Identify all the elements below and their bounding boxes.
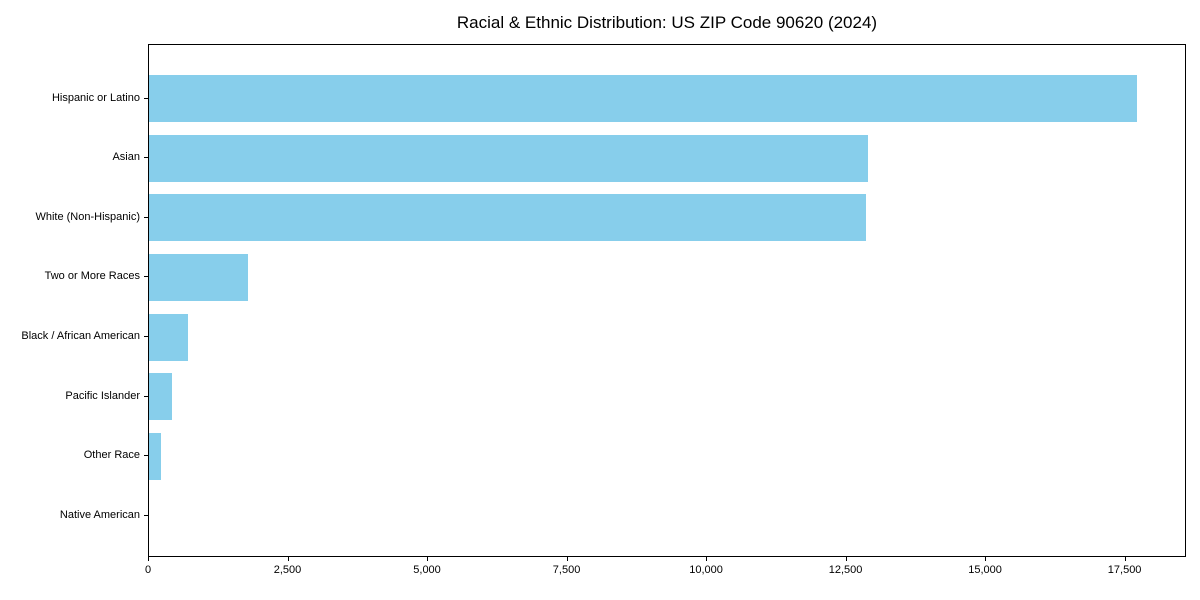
x-tick-label: 5,000 xyxy=(413,564,441,576)
y-tick-label: Black / African American xyxy=(21,330,140,343)
x-tick-label: 12,500 xyxy=(828,564,863,576)
x-tick-mark xyxy=(287,557,289,561)
y-tick-label: Two or More Races xyxy=(44,270,140,283)
x-tick-label: 10,000 xyxy=(689,564,723,576)
bar xyxy=(149,134,869,182)
chart-title: Racial & Ethnic Distribution: US ZIP Cod… xyxy=(456,13,878,32)
x-tick-mark xyxy=(566,557,568,561)
y-tick-mark xyxy=(144,276,148,278)
y-tick-mark xyxy=(144,395,148,397)
y-tick-label: Native American xyxy=(59,508,140,521)
y-tick-mark xyxy=(144,336,148,338)
x-tick-label: 15,000 xyxy=(968,564,1002,576)
x-tick-mark xyxy=(148,557,149,561)
x-tick-mark xyxy=(845,557,847,561)
y-tick-label: White (Non-Hispanic) xyxy=(35,210,140,223)
bar xyxy=(149,253,249,301)
y-tick-mark xyxy=(144,157,148,159)
x-tick-mark xyxy=(427,557,429,561)
y-tick-label: Asian xyxy=(112,151,140,164)
y-tick-label: Pacific Islander xyxy=(65,389,140,402)
y-tick-mark xyxy=(144,455,148,457)
bar xyxy=(149,313,189,361)
y-tick-mark xyxy=(144,216,148,218)
y-tick-mark xyxy=(144,514,148,516)
y-tick-label: Hispanic or Latino xyxy=(51,91,140,104)
x-tick-label: 7,500 xyxy=(552,564,581,576)
y-tick-mark xyxy=(144,97,148,99)
bar xyxy=(149,373,172,421)
x-tick-label: 0 xyxy=(144,564,152,576)
y-tick-label: Other Race xyxy=(83,449,140,462)
x-tick-label: 2,500 xyxy=(273,564,302,576)
x-tick-mark xyxy=(1124,557,1126,561)
bar xyxy=(149,432,162,480)
bar xyxy=(149,75,1137,122)
x-tick-mark xyxy=(985,557,987,561)
x-tick-label: 17,500 xyxy=(1107,564,1142,576)
bar xyxy=(149,194,866,242)
y-axis-labels: Hispanic or Latino Asian White (Non-Hispan… xyxy=(0,44,140,557)
x-tick-mark xyxy=(706,557,708,561)
plot-area xyxy=(148,44,1186,557)
